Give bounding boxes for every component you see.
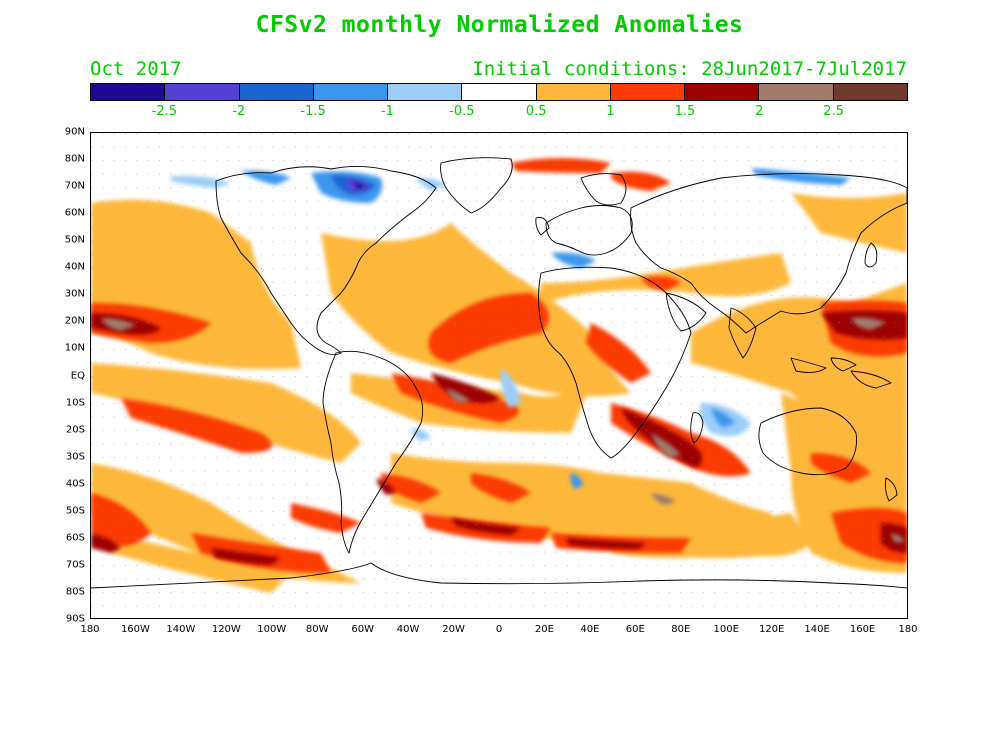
forecast-month: Oct 2017 [90,58,182,80]
longitude-label: 120W [211,624,241,635]
colorbar-swatch [759,84,834,100]
latitude-label: 30N [64,288,85,300]
colorbar-label: -0.5 [449,104,475,119]
colorbar-swatch [536,84,611,100]
longitude-label: 20E [534,624,554,635]
latitude-label: EQ [70,370,85,381]
colorbar-swatch [165,84,240,100]
latitude-label: 10N [64,342,85,354]
longitude-label: 180 [80,624,100,635]
latitude-label: 30S [65,451,85,463]
colorbar-swatch [685,84,760,100]
map-title: CFSv2 monthly Normalized Anomalies [255,12,744,38]
colorbar-label: 2.5 [823,104,844,119]
latitude-label: 50S [65,505,85,517]
longitude-label: 60W [351,624,374,635]
longitude-label: 80E [671,624,691,635]
initial-conditions: Initial conditions: 28Jun2017-7Jul2017 [472,58,907,80]
longitude-label: 40W [396,624,420,635]
longitude-label: 60E [625,624,645,635]
anomaly-map [90,132,908,619]
longitude-label: 120E [758,624,785,635]
colorbar-label: 1 [606,104,615,119]
longitude-label: 140W [166,624,196,635]
longitude-label: 160E [849,624,876,635]
colorbar-label: 0.5 [525,104,547,119]
latitude-label: 70S [65,559,85,571]
longitude-label: 0 [495,624,503,635]
latitude-label: 80S [65,586,85,598]
longitude-label: 100E [713,624,739,635]
latitude-label: 10S [65,397,85,409]
colorbar-swatch [388,84,463,100]
colorbar-label: -1.5 [300,104,326,119]
colorbar-swatch [239,84,314,100]
colorbar-swatch [313,84,389,100]
longitude-label: 40E [580,624,600,635]
colorbar-label: -2.5 [151,104,178,119]
latitude-label: 70N [64,180,85,192]
colorbar-swatch [610,84,686,100]
colorbar-label: -1 [380,104,394,119]
colorbar-swatch [833,84,907,100]
colorbar-swatch [462,84,537,100]
latitude-label: 40N [64,261,85,273]
latitude-label: 20N [64,315,85,327]
longitude-label: 180 [898,624,918,635]
colorbar-label: -2 [232,104,246,119]
longitude-label: 160W [120,624,150,635]
latitude-label: 60S [65,532,85,544]
latitude-label: 60N [64,207,85,219]
longitude-label: 100W [257,624,287,635]
longitude-label: 20W [442,624,465,635]
latitude-label: 90S [65,613,85,625]
latitude-label: 40S [65,478,85,490]
colorbar-swatch [91,84,166,100]
colorbar [90,83,908,101]
coastlines [91,157,907,589]
latitude-label: 90N [64,126,85,138]
colorbar-label: 2 [755,104,764,119]
longitude-label: 80W [305,624,329,635]
longitude-label: 140E [804,624,830,635]
latitude-label: 50N [64,234,85,246]
latitude-label: 80N [64,153,85,165]
latitude-label: 20S [65,424,85,436]
colorbar-label: 1.5 [674,104,696,119]
